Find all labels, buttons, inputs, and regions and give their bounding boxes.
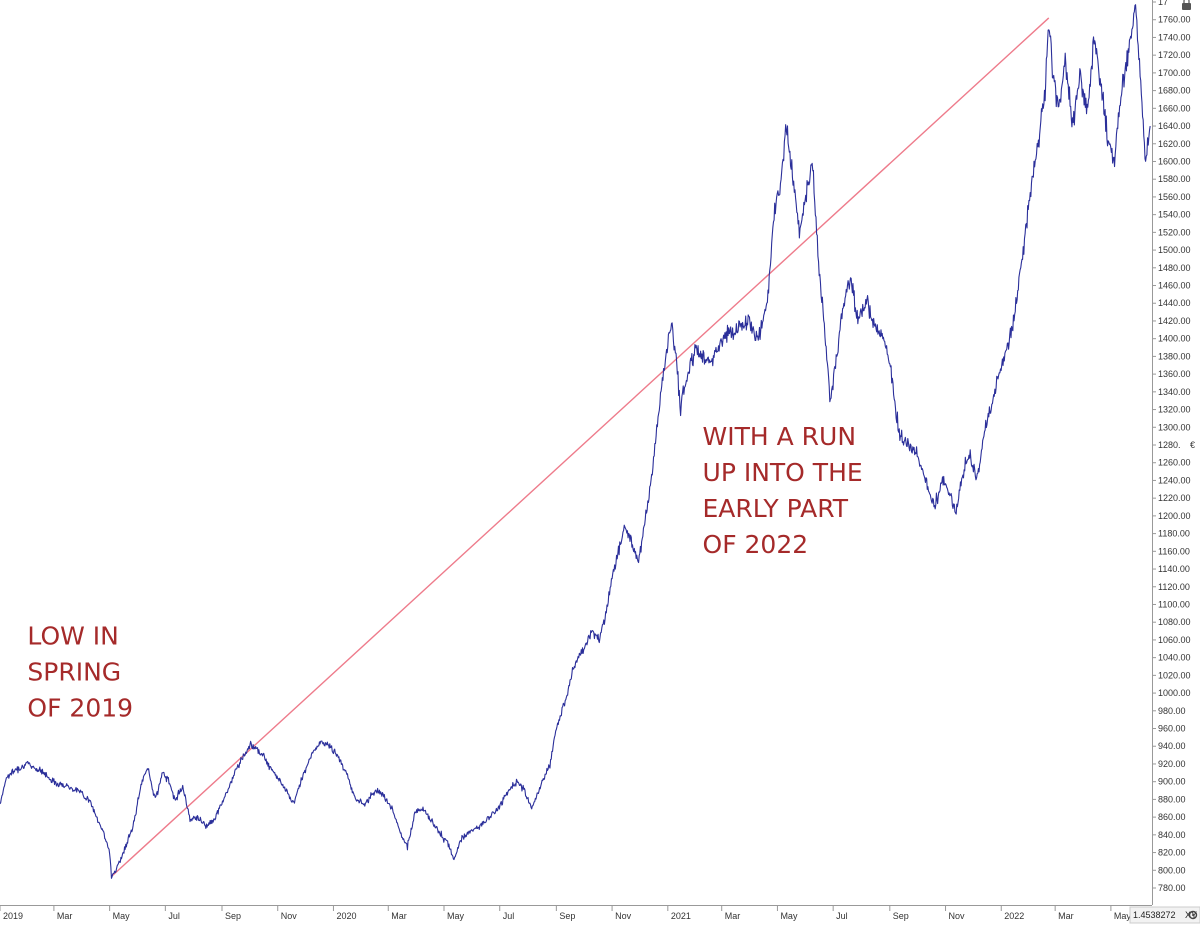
y-tick-label: 1640.00 xyxy=(1158,121,1191,131)
x-tick-label: Nov xyxy=(949,911,966,921)
trendline-layer xyxy=(110,17,1050,877)
x-tick-label: 2019 xyxy=(3,911,23,921)
annotation-line: UP INTO THE xyxy=(703,458,863,487)
y-tick-label: 1680.00 xyxy=(1158,86,1191,96)
axis-corner: 1.4538272 XY xyxy=(1129,906,1200,924)
trendline[interactable] xyxy=(110,17,1050,877)
y-tick-label: 1000.00 xyxy=(1158,688,1191,698)
x-tick-label: Sep xyxy=(893,911,909,921)
y-tick-label: 1480.00 xyxy=(1158,263,1191,273)
annotation-line: OF 2019 xyxy=(27,693,133,722)
annotation-line: EARLY PART xyxy=(703,494,849,523)
y-tick-label: 1580.00 xyxy=(1158,174,1191,184)
y-tick-label: 1040.00 xyxy=(1158,653,1191,663)
x-tick-label: Sep xyxy=(559,911,575,921)
y-tick-label: 1520.00 xyxy=(1158,227,1191,237)
y-tick-label: 1020.00 xyxy=(1158,670,1191,680)
y-tick-label: 1400.00 xyxy=(1158,334,1191,344)
y-tick-label: 1420.00 xyxy=(1158,316,1191,326)
annotation-line: WITH A RUN xyxy=(703,422,857,451)
x-tick-label: Mar xyxy=(1058,911,1074,921)
y-tick-label: 1740.00 xyxy=(1158,32,1191,42)
x-tick-label: Jul xyxy=(836,911,848,921)
y-tick-label: 1600.00 xyxy=(1158,156,1191,166)
y-axis[interactable]: 780.00 800.00 820.00 840.00 860.00 880.00 900.… xyxy=(1152,0,1195,905)
y-tick-label: 1540.00 xyxy=(1158,210,1191,220)
y-tick-label: 940.00 xyxy=(1158,741,1186,751)
y-tick-label: 1080.00 xyxy=(1158,617,1191,627)
y-tick-label: 1340.00 xyxy=(1158,387,1191,397)
y-tick-label: 840.00 xyxy=(1158,830,1186,840)
y-tick-label: 900.00 xyxy=(1158,777,1186,787)
settings-icon[interactable] xyxy=(1188,910,1198,920)
y-tick-label: 1560.00 xyxy=(1158,192,1191,202)
lock-icon[interactable] xyxy=(1182,0,1191,10)
y-tick-label: 1440.00 xyxy=(1158,298,1191,308)
y-tick-label: 1380.00 xyxy=(1158,351,1191,361)
x-tick-label: Jul xyxy=(503,911,515,921)
y-tick-label: 1700.00 xyxy=(1158,68,1191,78)
x-tick-label: May xyxy=(1114,911,1132,921)
annotation-line: OF 2022 xyxy=(703,530,809,559)
y-tick-label: 1260.00 xyxy=(1158,458,1191,468)
y-tick-label: 1460.00 xyxy=(1158,281,1191,291)
y-tick-label: 780.00 xyxy=(1158,883,1186,893)
readout-value: 1.4538272 xyxy=(1133,910,1176,920)
x-tick-label: Mar xyxy=(391,911,407,921)
y-tick-label: 920.00 xyxy=(1158,759,1186,769)
y-tick-label: 1120.00 xyxy=(1158,582,1190,592)
price-marker-icon: € xyxy=(1190,440,1195,450)
x-tick-label: May xyxy=(780,911,798,921)
x-tick-label: 2022 xyxy=(1004,911,1024,921)
xy-mode-button[interactable]: XY xyxy=(1185,910,1197,920)
y-tick-label: 960.00 xyxy=(1158,724,1186,734)
y-tick-label: 1100.00 xyxy=(1158,599,1190,609)
annotation-line: SPRING xyxy=(27,657,121,686)
readout-box xyxy=(1129,906,1200,924)
x-tick-label: Jul xyxy=(168,911,180,921)
x-tick-label: 2021 xyxy=(671,911,691,921)
y-tick-label: 1720.00 xyxy=(1158,50,1191,60)
y-tick-label: 820.00 xyxy=(1158,848,1186,858)
annotation-line: LOW IN xyxy=(27,621,118,650)
series-layer xyxy=(0,4,1151,879)
annotation-layer: LOW IN SPRING OF 2019 WITH A RUN UP INTO THE… xyxy=(27,422,862,722)
y-tick-label: 1140.00 xyxy=(1158,564,1190,574)
annotation-1: WITH A RUN UP INTO THE EARLY PART OF 2022 xyxy=(703,422,863,559)
y-tick-label: 1200.00 xyxy=(1158,511,1191,521)
y-tick-label: 1360.00 xyxy=(1158,369,1191,379)
y-tick-label: 17 xyxy=(1158,0,1168,7)
annotation-0: LOW IN SPRING OF 2019 xyxy=(27,621,133,722)
y-tick-label: 1220.00 xyxy=(1158,493,1191,503)
series-line-0 xyxy=(0,4,1151,879)
x-tick-label: May xyxy=(447,911,465,921)
y-tick-label: 1300.00 xyxy=(1158,422,1191,432)
x-tick-label: 2020 xyxy=(336,911,356,921)
x-axis[interactable]: 2019 Mar May Jul Sep Nov 2020 Mar May Jul Sep Nov 20… xyxy=(0,905,1152,921)
y-tick-label: 1060.00 xyxy=(1158,635,1191,645)
x-tick-label: Mar xyxy=(57,911,73,921)
y-tick-label: 860.00 xyxy=(1158,812,1186,822)
x-tick-label: Sep xyxy=(225,911,241,921)
y-tick-label: 1500.00 xyxy=(1158,245,1191,255)
y-tick-label: 1760.00 xyxy=(1158,15,1191,25)
y-tick-label: 1320.00 xyxy=(1158,405,1191,415)
y-tick-label: 880.00 xyxy=(1158,794,1186,804)
x-tick-label: May xyxy=(113,911,131,921)
y-tick-label: 1620.00 xyxy=(1158,139,1191,149)
y-tick-label: 800.00 xyxy=(1158,865,1186,875)
y-tick-label: 1660.00 xyxy=(1158,103,1191,113)
x-tick-label: Mar xyxy=(725,911,741,921)
y-tick-label: 1160.00 xyxy=(1158,546,1190,556)
y-tick-label: 980.00 xyxy=(1158,706,1186,716)
x-tick-label: Nov xyxy=(281,911,298,921)
y-tick-label: 1280. xyxy=(1158,440,1181,450)
y-tick-label: 1240.00 xyxy=(1158,475,1191,485)
y-tick-label: 1180.00 xyxy=(1158,529,1190,539)
x-tick-label: Nov xyxy=(615,911,632,921)
